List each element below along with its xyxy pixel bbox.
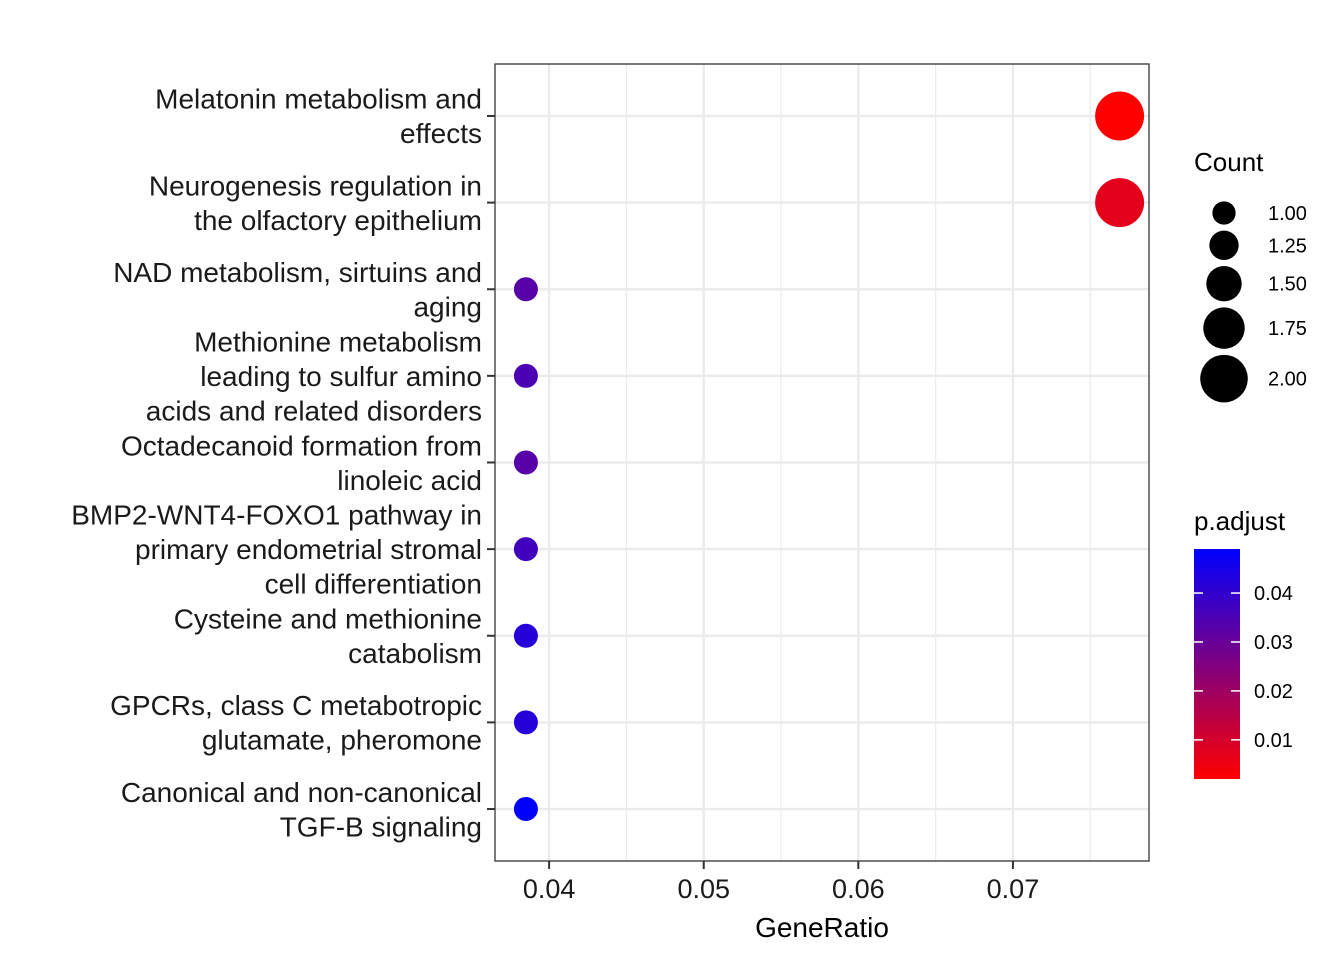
category-label: GPCRs, class C metabotropic glutamate, ph… [110, 690, 482, 756]
color-legend-label: 0.04 [1254, 583, 1293, 605]
x-axis: 0.04 0.05 0.06 0.07 [523, 861, 1039, 904]
size-legend-title: Count [1194, 147, 1264, 177]
color-legend: p.adjust 0.01 0.02 0.03 0.04 [1194, 506, 1293, 779]
category-label: BMP2-WNT4-FOXO1 pathway in primary endome… [71, 500, 482, 600]
x-tick-label: 0.07 [987, 874, 1040, 904]
size-legend-dot [1206, 265, 1242, 302]
category-label: Neurogenesis regulation in the olfactory … [149, 170, 482, 236]
category-label: Cysteine and methionine catabolism [174, 604, 482, 670]
data-point [513, 623, 538, 648]
data-points [513, 91, 1145, 822]
color-legend-label: 0.02 [1254, 681, 1293, 703]
data-point [513, 537, 538, 562]
data-point [513, 797, 538, 822]
data-point [513, 363, 538, 388]
size-legend-dot [1212, 201, 1236, 225]
category-label: Octadecanoid formation from linoleic acid [121, 430, 482, 496]
x-tick-label: 0.04 [523, 874, 576, 904]
size-legend: Count 1.00 1.25 1.50 1.75 2.00 [1194, 147, 1307, 403]
color-legend-label: 0.03 [1254, 632, 1293, 654]
size-legend-label: 2.00 [1268, 369, 1307, 391]
size-legend-label: 1.75 [1268, 318, 1307, 340]
size-legend-dot [1203, 307, 1245, 349]
grid-lines [495, 64, 1149, 861]
category-label: Canonical and non-canonical TGF-B signali… [121, 777, 482, 843]
data-point [513, 450, 538, 475]
x-tick-label: 0.06 [832, 874, 885, 904]
color-legend-title: p.adjust [1194, 506, 1286, 536]
color-legend-label: 0.01 [1254, 730, 1293, 752]
category-label: Methionine metabolism leading to sulfur a… [146, 326, 482, 426]
data-point [1095, 178, 1145, 228]
y-axis: Melatonin metabolism and effects Neurogene… [71, 84, 495, 843]
size-legend-dot [1209, 230, 1239, 260]
data-point [513, 710, 538, 735]
category-label: NAD metabolism, sirtuins and aging [113, 257, 482, 323]
size-legend-label: 1.00 [1268, 203, 1307, 225]
data-point [513, 277, 538, 302]
data-point [1095, 91, 1145, 141]
x-axis-title: GeneRatio [755, 912, 889, 943]
size-legend-label: 1.25 [1268, 235, 1307, 257]
size-legend-label: 1.50 [1268, 274, 1307, 296]
x-tick-label: 0.05 [677, 874, 730, 904]
category-label: Melatonin metabolism and effects [155, 84, 482, 150]
size-legend-dot [1200, 354, 1248, 403]
color-bar [1194, 549, 1240, 779]
